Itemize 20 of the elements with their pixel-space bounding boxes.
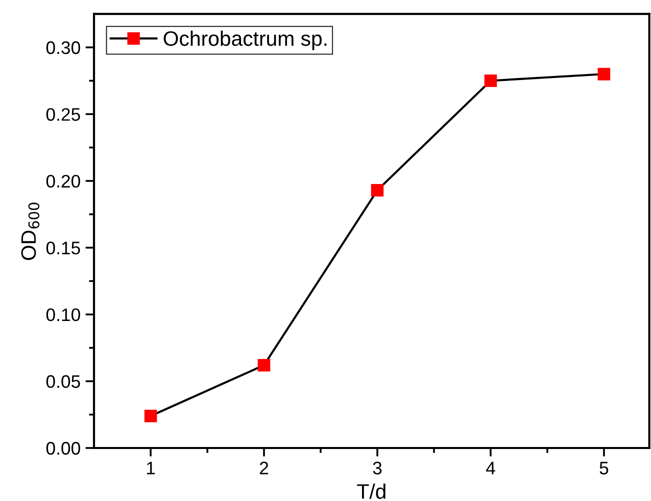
x-tick-label: 1: [147, 462, 155, 474]
y-tick-label: 0.30: [46, 41, 80, 54]
point: [258, 358, 270, 372]
y-tick-label: 0.10: [46, 308, 80, 322]
point: [484, 74, 497, 87]
point: [371, 184, 384, 197]
x-tick-label: 3: [372, 462, 382, 474]
point: [598, 68, 610, 80]
y-tick-label: 0.20: [46, 174, 80, 188]
y-tick-label: 0.00: [46, 442, 80, 455]
point: [144, 410, 157, 422]
y-tick-label: 0.15: [46, 242, 80, 254]
x-tick-label: 4: [486, 462, 496, 474]
x-axis-title: T/d: [357, 484, 386, 499]
y-axis-title: OD$_{600}$: [21, 202, 40, 260]
y-tick-label: 0.05: [46, 375, 80, 388]
y-tick-label: 0.25: [46, 108, 80, 121]
x-tick-label: 2: [260, 462, 268, 474]
x-tick-label: 5: [600, 462, 608, 474]
legend-label: Ochrobactrum sp.: [164, 30, 326, 50]
